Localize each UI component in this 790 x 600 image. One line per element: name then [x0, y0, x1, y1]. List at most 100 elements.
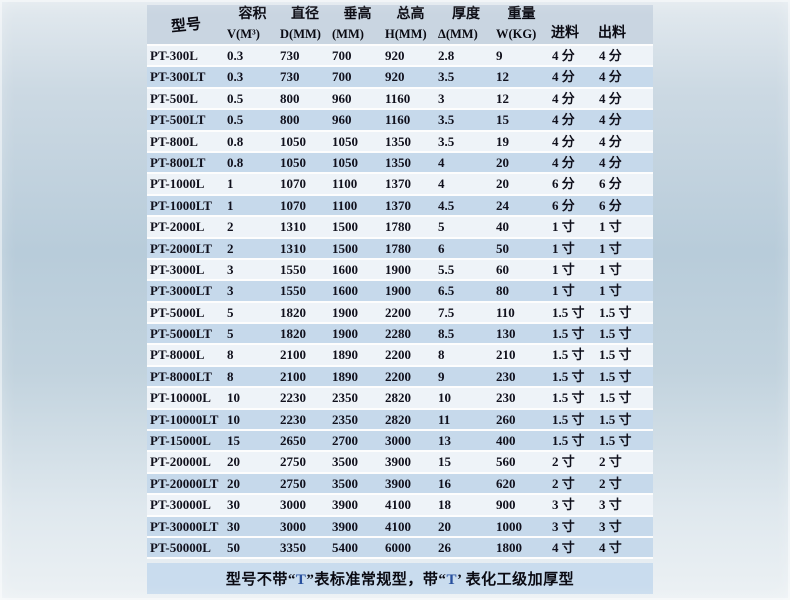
cell-t: 8.5 [438, 326, 455, 342]
cell-vh: 1900 [332, 326, 358, 342]
cell-w: 50 [496, 240, 509, 256]
header-inlet-label: 进料 [551, 26, 579, 41]
header-total-height-label: 总高 [396, 7, 425, 22]
cell-model: PT-8000LT [150, 368, 212, 384]
cell-d: 1550 [280, 261, 306, 277]
footer-note: 型号不带“T”表标准常规型，带“T’ 表化工级加厚型 [147, 563, 653, 595]
cell-t: 9 [438, 368, 445, 384]
cell-w: 40 [496, 219, 509, 235]
cell-h: 2820 [385, 390, 411, 406]
cell-v: 1 [227, 197, 234, 213]
cell-d: 2750 [280, 454, 306, 470]
cell-vh: 2700 [332, 433, 358, 449]
header-col-diameter: 直径 D(MM) [278, 5, 330, 44]
cell-t: 4 [438, 176, 445, 192]
header-model-label: 型号 [170, 16, 202, 36]
cell-t: 16 [438, 475, 451, 491]
cell-d: 800 [280, 112, 300, 128]
cell-t: 5.5 [438, 261, 455, 277]
cell-w: 230 [496, 390, 516, 406]
cell-v: 0.5 [227, 90, 244, 106]
cell-model: PT-1000LT [150, 197, 212, 213]
cell-inlet: 3 寸 [552, 518, 575, 534]
spec-table: 型号 容积 V(M³) 直径 D(MM) 垂高 (MM) 总高 H(MM) 厚度… [147, 5, 653, 595]
cell-w: 900 [496, 497, 516, 513]
cell-v: 2 [227, 219, 234, 235]
cell-inlet: 1.5 寸 [552, 304, 585, 320]
cell-h: 1160 [385, 112, 411, 128]
cell-t: 3 [438, 90, 445, 106]
table-row: PT-30000L 30 3000 3900 4100 18 900 3 寸 3 寸 [147, 495, 653, 517]
cell-inlet: 1 寸 [552, 261, 575, 277]
cell-inlet: 4 分 [552, 48, 575, 63]
header-col-weight: 重量 W(KG) [494, 5, 547, 44]
cell-w: 1800 [496, 539, 522, 555]
cell-vh: 5400 [332, 539, 358, 555]
cell-w: 60 [496, 261, 509, 277]
cell-model: PT-10000LT [150, 411, 219, 427]
header-thickness-label: 厚度 [452, 7, 480, 22]
footer-note-part3: ’ 表化工级加厚型 [456, 572, 575, 589]
table-row: PT-300LT 0.3 730 700 920 3.5 12 4 分 4 分 [147, 67, 653, 89]
cell-model: PT-500LT [150, 112, 206, 128]
cell-h: 1350 [385, 154, 411, 170]
cell-v: 0.5 [227, 112, 244, 128]
footer-note-t2: T [446, 572, 457, 589]
header-outlet-label: 出料 [598, 26, 626, 41]
table-row: PT-5000LT 5 1820 1900 2280 8.5 130 1.5 寸 1.5 寸 [147, 324, 653, 346]
cell-vh: 1100 [332, 197, 358, 213]
cell-vh: 3900 [332, 497, 358, 513]
cell-w: 230 [496, 368, 516, 384]
cell-d: 2750 [280, 475, 306, 491]
cell-h: 2200 [385, 368, 411, 384]
cell-v: 15 [227, 433, 240, 449]
cell-d: 2100 [280, 347, 306, 363]
cell-model: PT-500L [150, 90, 198, 106]
cell-model: PT-3000LT [150, 283, 212, 299]
cell-h: 1780 [385, 219, 411, 235]
cell-outlet: 4 分 [599, 48, 622, 63]
cell-vh: 1050 [332, 133, 358, 149]
cell-inlet: 1.5 寸 [552, 411, 585, 427]
table-row: PT-20000L 20 2750 3500 3900 15 560 2 寸 2 寸 [147, 452, 653, 474]
cell-h: 1780 [385, 240, 411, 256]
footer-note-t1: T [295, 572, 307, 589]
cell-t: 20 [438, 518, 451, 534]
cell-t: 8 [438, 347, 445, 363]
cell-t: 3.5 [438, 69, 455, 85]
cell-h: 2200 [385, 304, 411, 320]
cell-v: 50 [227, 539, 240, 555]
cell-model: PT-3000L [150, 261, 205, 277]
cell-vh: 960 [332, 112, 352, 128]
header-volume-label: 容积 [238, 7, 267, 22]
cell-inlet: 3 寸 [552, 497, 575, 513]
cell-h: 3900 [385, 475, 411, 491]
cell-t: 3.5 [438, 133, 455, 149]
cell-outlet: 4 寸 [599, 539, 622, 555]
cell-vh: 3500 [332, 475, 358, 491]
table-row: PT-10000L 10 2230 2350 2820 10 230 1.5 寸 1.5 寸 [147, 388, 653, 410]
cell-vh: 1600 [332, 261, 358, 277]
cell-v: 0.3 [227, 69, 244, 85]
cell-h: 920 [385, 69, 405, 85]
cell-w: 19 [496, 133, 509, 149]
table-row: PT-8000LT 8 2100 1890 2200 9 230 1.5 寸 1.5 寸 [147, 366, 653, 389]
cell-t: 2.8 [438, 48, 455, 63]
cell-vh: 1500 [332, 219, 358, 235]
table-row: PT-20000LT 20 2750 3500 3900 16 620 2 寸 2 寸 [147, 473, 653, 496]
cell-outlet: 1 寸 [599, 283, 622, 299]
cell-inlet: 1.5 寸 [552, 390, 585, 406]
cell-inlet: 4 分 [552, 69, 575, 85]
cell-outlet: 1.5 寸 [599, 368, 632, 384]
cell-outlet: 4 分 [599, 69, 622, 85]
cell-outlet: 6 分 [599, 197, 622, 213]
cell-w: 210 [496, 347, 516, 363]
header-col-outlet: 出料 [594, 5, 653, 44]
cell-model: PT-5000L [150, 304, 205, 320]
cell-inlet: 1 寸 [552, 219, 575, 235]
cell-v: 0.3 [227, 48, 244, 63]
cell-t: 10 [438, 390, 451, 406]
header-weight-label: 重量 [507, 7, 536, 22]
header-volume-unit: V(M³) [227, 27, 260, 41]
